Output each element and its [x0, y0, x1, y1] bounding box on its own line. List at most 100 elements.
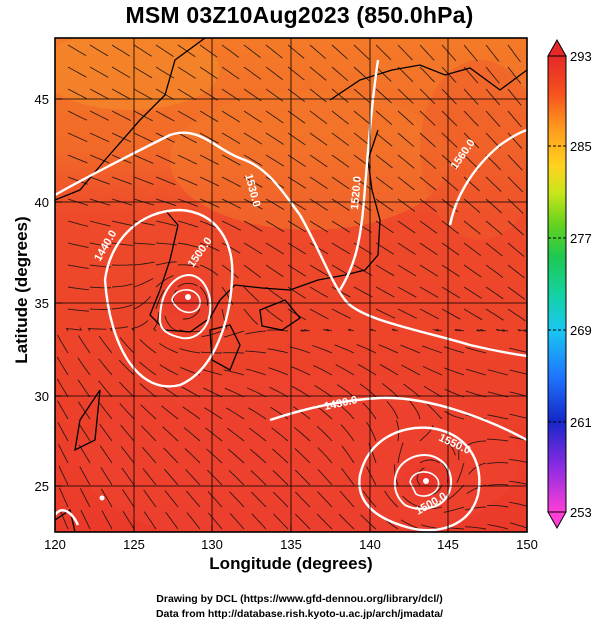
streamline: [265, 44, 283, 59]
streamline: [270, 406, 289, 420]
streamline: [331, 66, 349, 82]
streamline: [316, 513, 333, 530]
streamline: [397, 308, 417, 319]
streamline: [79, 466, 91, 486]
axis-ticks: [54, 98, 528, 532]
streamline: [294, 469, 311, 486]
streamline: [441, 242, 460, 256]
streamline: [454, 328, 465, 332]
streamline: [419, 264, 439, 277]
streamline: [419, 286, 439, 298]
streamline: [334, 344, 355, 354]
streamline: [507, 44, 521, 63]
streamline: [338, 403, 355, 420]
streamline: [530, 287, 547, 300]
streamline: [221, 44, 240, 58]
streamline: [133, 88, 153, 100]
streamline: [89, 154, 110, 164]
streamline: [441, 44, 457, 62]
streamline: [225, 407, 245, 420]
streamline: [289, 346, 311, 354]
streamline: [199, 132, 219, 144]
streamline: [199, 66, 218, 80]
streamline: [485, 198, 502, 214]
streamline: [375, 44, 392, 61]
streamline: [465, 440, 487, 447]
streamline: [265, 66, 283, 81]
streamline: [143, 489, 157, 508]
streamline: [205, 427, 223, 442]
streamline: [100, 466, 113, 486]
streamline: [67, 220, 89, 227]
streamline: [89, 220, 111, 227]
streamline: [465, 368, 487, 376]
streamline: [495, 328, 509, 332]
streamline: [265, 110, 284, 124]
streamline: [409, 400, 421, 420]
streamline: [177, 110, 197, 122]
streamline: [119, 337, 135, 354]
streamline: [243, 242, 263, 255]
streamline: [162, 426, 179, 442]
streamline: [313, 365, 333, 376]
streamline: [366, 466, 377, 486]
y-tick-label: 40: [35, 195, 49, 210]
streamline: [441, 154, 458, 170]
streamline: [331, 286, 351, 298]
streamline: [243, 66, 262, 80]
streamline: [111, 110, 131, 121]
streamline: [370, 328, 377, 332]
streamline: [164, 490, 179, 508]
streamline: [317, 447, 333, 464]
streamline: [397, 176, 415, 191]
streamline: [272, 470, 289, 486]
streamline: [143, 511, 157, 530]
streamline: [142, 468, 157, 486]
streamline: [316, 425, 333, 442]
streamline: [403, 383, 421, 398]
streamline: [485, 264, 504, 278]
streamline: [397, 44, 413, 61]
streamline: [309, 132, 328, 146]
streamline: [111, 44, 131, 57]
streamline: [228, 469, 245, 486]
streamline: [89, 132, 110, 143]
streamline: [140, 404, 157, 420]
streamline: [202, 387, 223, 398]
colorbar-tick-label: 285: [570, 139, 592, 154]
streamline: [67, 110, 88, 121]
streamline: [58, 465, 69, 486]
streamline: [422, 345, 443, 354]
streamline: [397, 88, 414, 104]
streamline: [177, 282, 198, 288]
x-tick-label: 135: [280, 537, 302, 552]
streamline: [397, 132, 415, 148]
streamline: [111, 176, 132, 185]
streamline: [487, 504, 509, 508]
streamline: [111, 132, 132, 143]
streamline: [265, 198, 285, 210]
streamline: [530, 67, 542, 84]
streamline: [245, 350, 267, 354]
streamline: [317, 491, 333, 508]
streamline: [245, 368, 267, 376]
streamline: [221, 154, 241, 166]
streamline: [204, 407, 223, 420]
streamline: [485, 110, 501, 127]
streamline: [463, 242, 482, 256]
colorbar-tick-label: 269: [570, 323, 592, 338]
streamline: [487, 484, 509, 487]
streamline: [67, 308, 89, 312]
streamline: [177, 66, 196, 79]
streamline: [177, 220, 199, 228]
streamline: [375, 308, 396, 319]
streamline: [443, 346, 465, 354]
streamline: [507, 176, 524, 193]
y-tick-label: 35: [35, 296, 49, 311]
streamline: [243, 264, 262, 279]
streamline: [443, 506, 465, 513]
streamline: [177, 176, 198, 186]
streamline: [89, 110, 110, 121]
colorbar: 293 285 277 269 261 253: [547, 38, 592, 530]
